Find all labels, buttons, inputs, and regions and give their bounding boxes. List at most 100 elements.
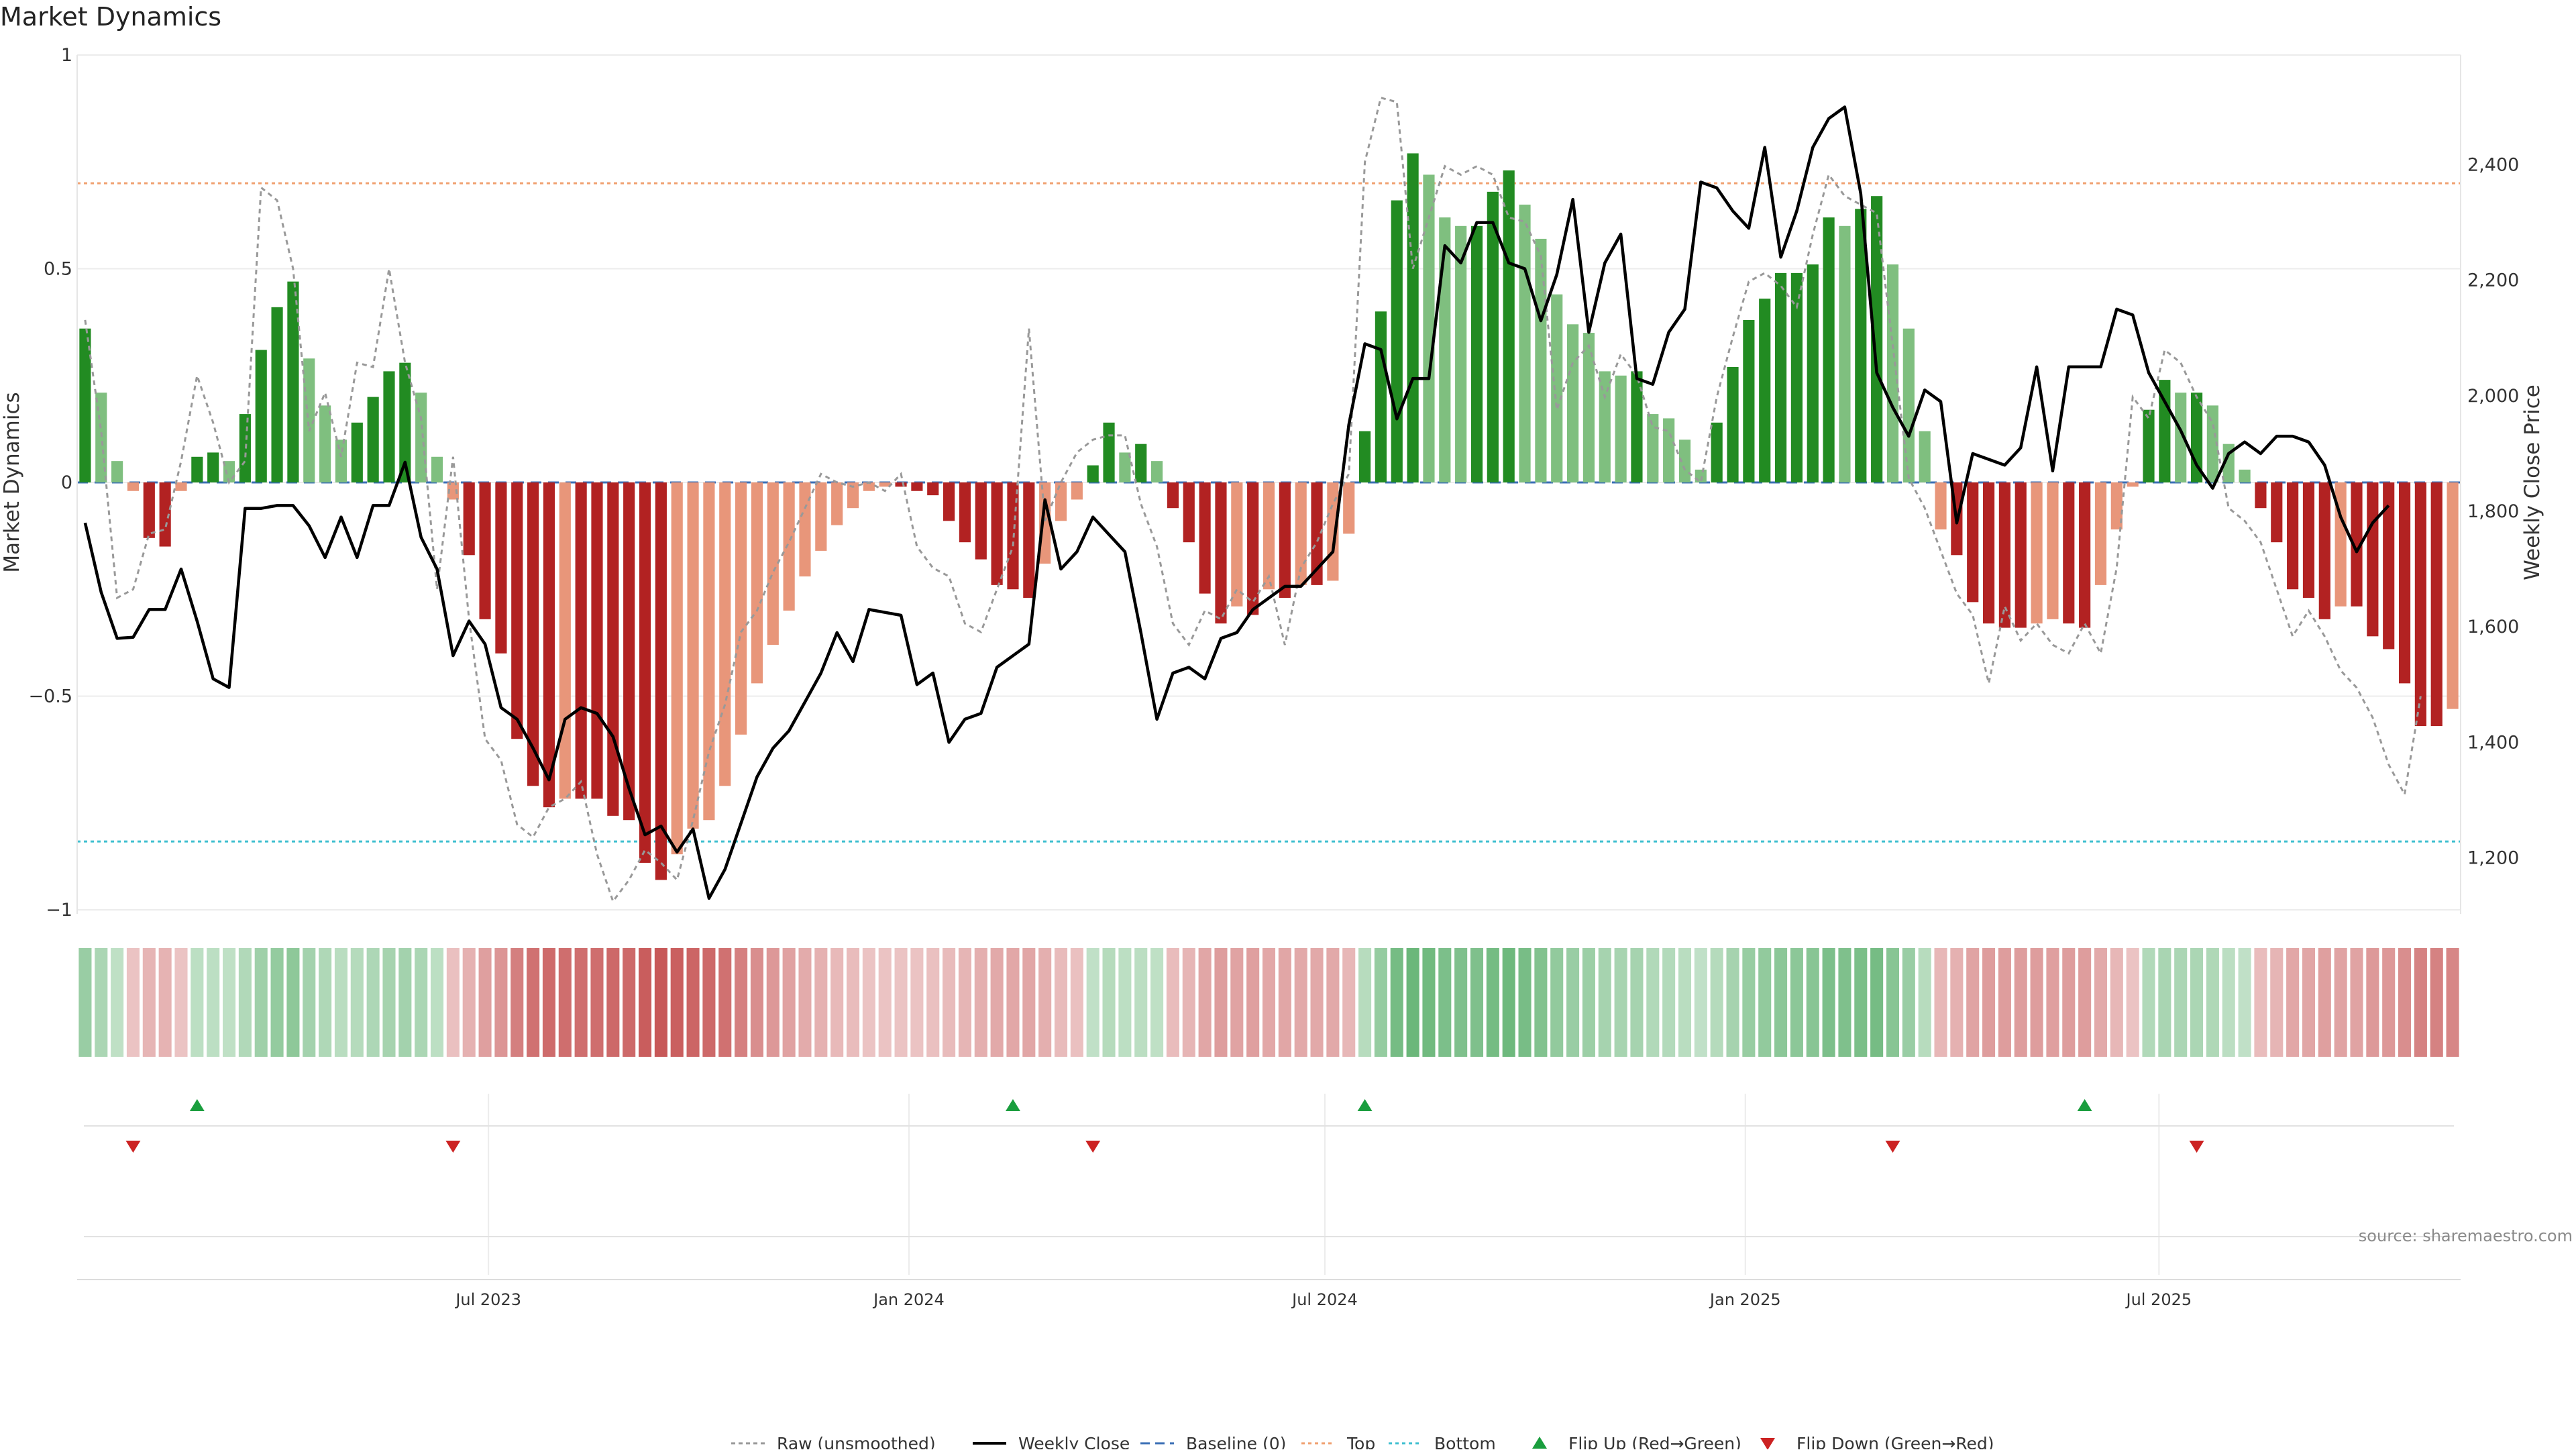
- heat-cell: [1838, 948, 1851, 1057]
- right-axis-title: Weekly Close Price: [2520, 384, 2544, 580]
- dynamics-bar: [1566, 324, 1579, 482]
- right-tick-label: 1,400: [2467, 732, 2519, 753]
- dynamics-bar: [2302, 482, 2315, 598]
- heat-cell: [1822, 948, 1835, 1057]
- dynamics-bar: [79, 328, 91, 482]
- dynamics-bar: [959, 482, 971, 543]
- heat-cell: [2414, 948, 2427, 1057]
- heat-cell: [126, 948, 140, 1057]
- heat-cell: [2014, 948, 2027, 1057]
- heat-cell: [1246, 948, 1260, 1057]
- dynamics-bar: [175, 482, 187, 491]
- heat-cell: [286, 948, 300, 1057]
- dynamics-bar: [655, 482, 667, 880]
- dynamics-bar: [1247, 482, 1259, 615]
- heat-cell: [446, 948, 460, 1057]
- legend-label-bottom: Bottom: [1434, 1434, 1496, 1449]
- dynamics-bar: [2239, 469, 2251, 482]
- left-tick-label: −1: [46, 900, 72, 921]
- dynamics-bar: [559, 482, 571, 799]
- dynamics-bar: [783, 482, 795, 611]
- dynamics-bar: [719, 482, 731, 786]
- heat-cell: [1902, 948, 1915, 1057]
- heat-cell: [1438, 948, 1452, 1057]
- heat-cell: [430, 948, 444, 1057]
- dynamics-bar: [2255, 482, 2267, 509]
- dynamics-bar: [863, 482, 875, 491]
- heat-cell: [558, 948, 572, 1057]
- heat-cell: [2238, 948, 2251, 1057]
- dynamics-bar: [1503, 170, 1515, 483]
- heat-cell: [830, 948, 844, 1057]
- heat-cell: [1662, 948, 1676, 1057]
- heat-cell: [303, 948, 316, 1057]
- heat-cell: [1566, 948, 1580, 1057]
- heat-cell: [943, 948, 956, 1057]
- dynamics-bar: [975, 482, 987, 560]
- legend-flip-up-swatch: [1532, 1437, 1547, 1449]
- dynamics-bar: [687, 482, 699, 829]
- heat-cell: [1534, 948, 1548, 1057]
- heat-cell: [1326, 948, 1340, 1057]
- heat-cell: [2110, 948, 2123, 1057]
- legend-label-top: Top: [1346, 1434, 1375, 1449]
- dynamics-bar: [2222, 444, 2235, 482]
- heat-cell: [1854, 948, 1868, 1057]
- dynamics-bar: [1998, 482, 2010, 628]
- heat-cell: [1758, 948, 1772, 1057]
- heat-cell: [1086, 948, 1099, 1057]
- heat-cell: [846, 948, 860, 1057]
- heat-cell: [1422, 948, 1436, 1057]
- dynamics-bar: [2271, 482, 2283, 543]
- heat-cell: [798, 948, 812, 1057]
- heat-cell: [2286, 948, 2300, 1057]
- heat-cell: [623, 948, 636, 1057]
- heat-cell: [1198, 948, 1212, 1057]
- heat-cell: [1790, 948, 1803, 1057]
- heat-cell: [222, 948, 236, 1057]
- dynamics-bar: [2318, 482, 2330, 619]
- heat-cell: [1070, 948, 1083, 1057]
- legend-label-close: Weekly Close: [1018, 1434, 1130, 1449]
- heat-cell: [462, 948, 476, 1057]
- legend-flip-down-swatch: [1760, 1438, 1775, 1450]
- right-tick-label: 1,600: [2467, 617, 2519, 637]
- dynamics-bar: [1103, 422, 1115, 482]
- heat-cell: [1678, 948, 1692, 1057]
- heat-cell: [2190, 948, 2204, 1057]
- dynamics-bar: [1599, 371, 1611, 482]
- heat-cell: [1918, 948, 1931, 1057]
- dynamics-bar: [2031, 482, 2043, 624]
- dynamics-bar: [607, 482, 619, 816]
- heat-cell: [2094, 948, 2108, 1057]
- heat-cell: [2398, 948, 2412, 1057]
- dynamics-bar: [335, 439, 347, 482]
- heat-cell: [511, 948, 524, 1057]
- dynamics-bar: [415, 393, 427, 482]
- flip-down-marker: [2189, 1141, 2204, 1153]
- flip-up-marker: [2077, 1099, 2092, 1111]
- flip-up-marker: [189, 1099, 205, 1111]
- heat-cell: [2222, 948, 2235, 1057]
- dynamics-bar: [1487, 191, 1499, 482]
- heat-cell: [2446, 948, 2459, 1057]
- weekly-close-line: [83, 105, 2390, 900]
- legend-label-flip_up: Flip Up (Red→Green): [1568, 1434, 1741, 1449]
- dynamics-bar: [911, 482, 923, 491]
- heat-cell: [2158, 948, 2171, 1057]
- heat-cell: [1358, 948, 1372, 1057]
- heat-cell: [1230, 948, 1244, 1057]
- heat-cell: [1598, 948, 1611, 1057]
- dynamics-bar: [303, 358, 315, 482]
- heat-cell: [238, 948, 252, 1057]
- dynamics-bar: [1423, 174, 1435, 482]
- heat-cell: [1502, 948, 1515, 1057]
- grid: [77, 54, 2461, 1275]
- heat-cell: [1518, 948, 1532, 1057]
- dynamics-bar: [191, 456, 203, 482]
- heat-cell: [1454, 948, 1468, 1057]
- heat-cell: [606, 948, 620, 1057]
- dynamics-bar: [1759, 299, 1771, 482]
- heat-cell: [1342, 948, 1356, 1057]
- dynamics-bar: [1343, 482, 1355, 534]
